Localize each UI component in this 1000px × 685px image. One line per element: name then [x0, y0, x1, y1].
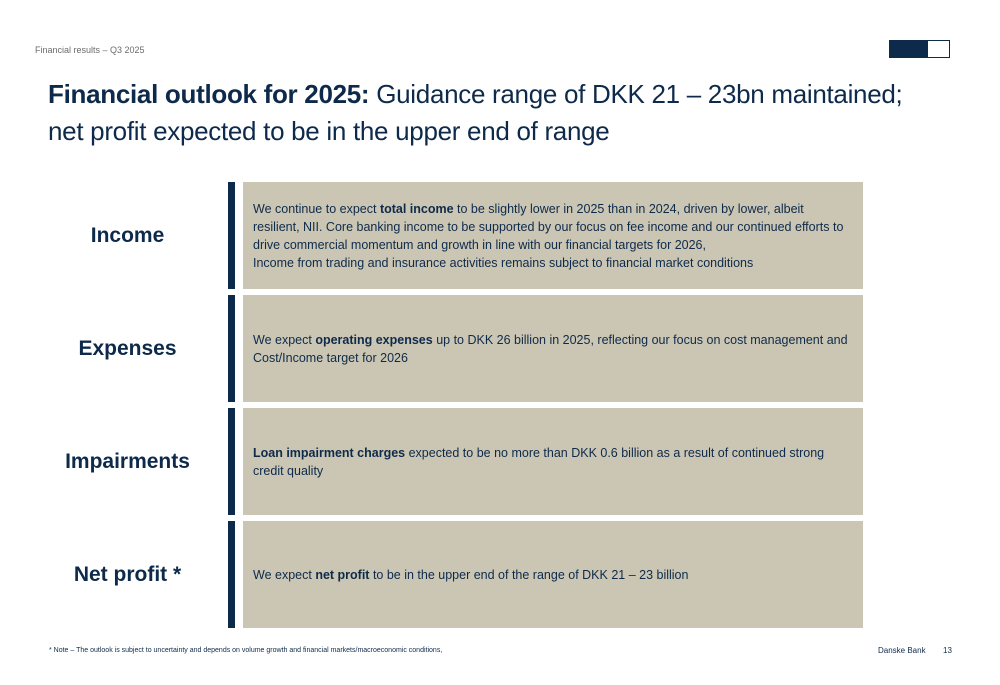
row-text-run: We continue to expect [253, 201, 380, 216]
outlook-row-impairments: Impairments Loan impairment charges expe… [0, 408, 1000, 515]
row-text-box: We expect operating expenses up to DKK 2… [243, 295, 863, 402]
row-text-run: We expect [253, 332, 316, 347]
row-text: Loan impairment charges expected to be n… [253, 444, 853, 480]
row-text-run: up to DKK 26 billion in 2025, reflecting… [253, 332, 848, 365]
row-accent-bar [228, 182, 235, 289]
row-text-run: expected to be no more than DKK 0.6 bill… [253, 445, 825, 478]
row-accent-bar [228, 408, 235, 515]
outlook-row-net-profit: Net profit * We expect net profit to be … [0, 521, 1000, 628]
row-accent-bar [228, 295, 235, 402]
row-label: Income [90, 223, 165, 247]
row-text: We expect operating expenses up to DKK 2… [253, 331, 853, 367]
row-label: Impairments [65, 449, 190, 473]
logo-dark-block [890, 41, 928, 57]
row-text-emphasis: operating expenses [315, 332, 433, 347]
row-text-box: We continue to expect total income to be… [243, 182, 863, 289]
outlook-row-income: Income We continue to expect total incom… [0, 182, 1000, 289]
row-text: We continue to expect total income to be… [253, 200, 853, 272]
row-text-run: Income from trading and insurance activi… [253, 255, 754, 270]
section-label: Financial results – Q3 2025 [35, 45, 145, 55]
logo-light-block [928, 41, 949, 57]
page-number: 13 [943, 646, 952, 655]
title-bold: Financial outlook for 2025: [48, 79, 370, 109]
row-accent-bar [228, 521, 235, 628]
row-text: We expect net profit to be in the upper … [253, 566, 688, 584]
page-title: Financial outlook for 2025: Guidance ran… [48, 76, 928, 150]
footnote: * Note – The outlook is subject to uncer… [49, 647, 443, 654]
row-text-box: Loan impairment charges expected to be n… [243, 408, 863, 515]
row-text-emphasis: net profit [315, 567, 370, 582]
footer-brand: Danske Bank [878, 646, 926, 655]
title-line2: net profit expected to be in the upper e… [48, 116, 610, 146]
title-line1-rest: Guidance range of DKK 21 – 23bn maintain… [369, 79, 903, 109]
danske-bank-logo [889, 40, 950, 58]
row-text-run: to be in the upper end of the range of D… [369, 567, 689, 582]
row-text-run: We expect [253, 567, 316, 582]
row-label: Net profit * [73, 562, 182, 586]
row-label: Expenses [78, 336, 177, 360]
row-text-emphasis: total income [379, 201, 454, 216]
outlook-row-expenses: Expenses We expect operating expenses up… [0, 295, 1000, 402]
row-text-box: We expect net profit to be in the upper … [243, 521, 863, 628]
row-text-run: to be slightly lower in 2025 than in 202… [253, 201, 844, 252]
row-text-emphasis: Loan impairment charges [253, 445, 406, 460]
